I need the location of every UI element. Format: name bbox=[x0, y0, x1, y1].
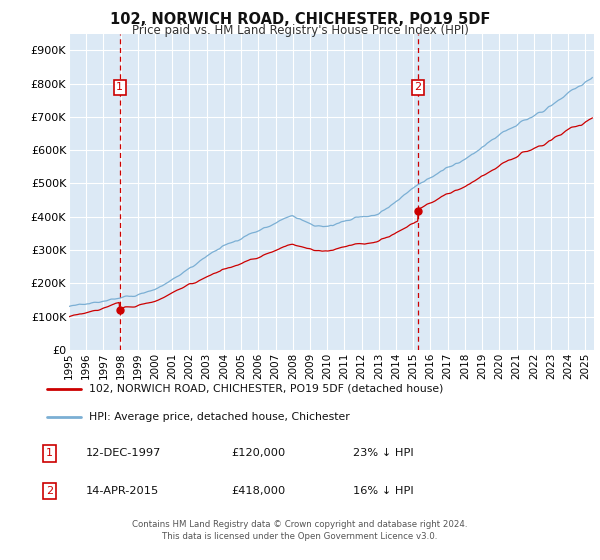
Text: Contains HM Land Registry data © Crown copyright and database right 2024.: Contains HM Land Registry data © Crown c… bbox=[132, 520, 468, 529]
Text: 102, NORWICH ROAD, CHICHESTER, PO19 5DF (detached house): 102, NORWICH ROAD, CHICHESTER, PO19 5DF … bbox=[89, 384, 443, 394]
Text: This data is licensed under the Open Government Licence v3.0.: This data is licensed under the Open Gov… bbox=[163, 532, 437, 541]
Text: 1: 1 bbox=[116, 82, 123, 92]
Text: 102, NORWICH ROAD, CHICHESTER, PO19 5DF: 102, NORWICH ROAD, CHICHESTER, PO19 5DF bbox=[110, 12, 490, 27]
Text: 1: 1 bbox=[46, 449, 53, 459]
Text: HPI: Average price, detached house, Chichester: HPI: Average price, detached house, Chic… bbox=[89, 412, 350, 422]
Text: £120,000: £120,000 bbox=[232, 449, 286, 459]
Text: 2: 2 bbox=[415, 82, 422, 92]
Text: 12-DEC-1997: 12-DEC-1997 bbox=[86, 449, 161, 459]
Text: 2: 2 bbox=[46, 486, 53, 496]
Text: 14-APR-2015: 14-APR-2015 bbox=[86, 486, 160, 496]
Text: £418,000: £418,000 bbox=[232, 486, 286, 496]
Text: 16% ↓ HPI: 16% ↓ HPI bbox=[353, 486, 413, 496]
Text: 23% ↓ HPI: 23% ↓ HPI bbox=[353, 449, 413, 459]
Text: Price paid vs. HM Land Registry's House Price Index (HPI): Price paid vs. HM Land Registry's House … bbox=[131, 24, 469, 37]
